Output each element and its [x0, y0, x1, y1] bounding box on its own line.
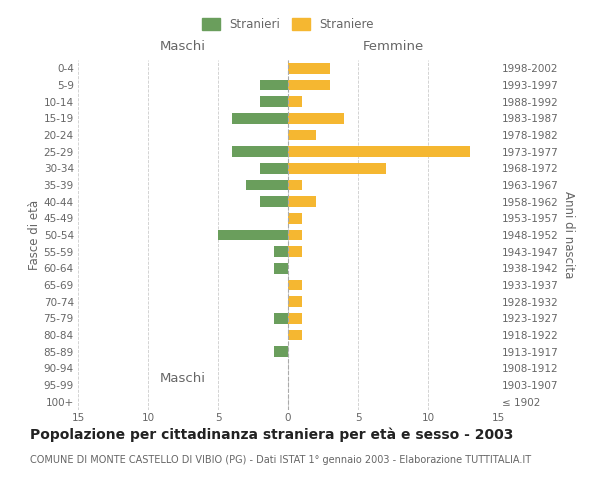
Bar	[274, 346, 288, 357]
Y-axis label: Fasce di età: Fasce di età	[28, 200, 41, 270]
Bar	[232, 146, 288, 157]
Bar	[232, 113, 288, 124]
Bar	[288, 130, 316, 140]
Text: Popolazione per cittadinanza straniera per età e sesso - 2003: Popolazione per cittadinanza straniera p…	[30, 428, 514, 442]
Bar	[246, 180, 288, 190]
Text: Femmine: Femmine	[362, 40, 424, 53]
Bar	[218, 230, 288, 240]
Bar	[288, 313, 302, 324]
Bar	[260, 196, 288, 207]
Legend: Stranieri, Straniere: Stranieri, Straniere	[197, 14, 379, 36]
Bar	[288, 113, 344, 124]
Bar	[288, 246, 302, 257]
Bar	[288, 180, 302, 190]
Bar	[288, 230, 302, 240]
Bar	[288, 196, 316, 207]
Bar	[260, 96, 288, 107]
Text: Maschi: Maschi	[160, 40, 206, 53]
Bar	[288, 163, 386, 174]
Bar	[288, 280, 302, 290]
Bar	[274, 263, 288, 274]
Bar	[288, 96, 302, 107]
Bar	[288, 146, 470, 157]
Y-axis label: Anni di nascita: Anni di nascita	[562, 192, 575, 278]
Bar	[288, 296, 302, 307]
Bar	[274, 246, 288, 257]
Bar	[288, 80, 330, 90]
Bar	[288, 213, 302, 224]
Bar	[288, 330, 302, 340]
Bar	[260, 80, 288, 90]
Text: Maschi: Maschi	[160, 372, 206, 384]
Bar	[274, 313, 288, 324]
Text: COMUNE DI MONTE CASTELLO DI VIBIO (PG) - Dati ISTAT 1° gennaio 2003 - Elaborazio: COMUNE DI MONTE CASTELLO DI VIBIO (PG) -…	[30, 455, 531, 465]
Bar	[260, 163, 288, 174]
Bar	[288, 63, 330, 74]
